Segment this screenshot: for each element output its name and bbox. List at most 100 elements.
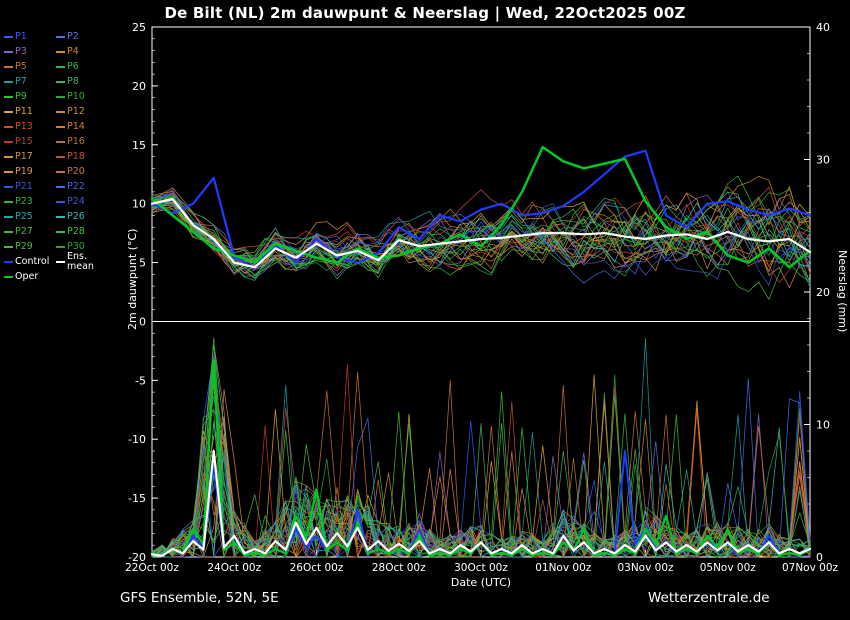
legend-line-swatch bbox=[4, 110, 13, 113]
legend-label: P8 bbox=[67, 75, 79, 87]
legend-entry-p26: P26 bbox=[56, 210, 108, 222]
legend-label: P24 bbox=[67, 195, 85, 207]
legend-line-swatch bbox=[4, 65, 13, 68]
legend-line-swatch bbox=[4, 155, 13, 158]
ensemble-legend: P1 P2 P3 P4 P5 P6 P7 P8 P9 P10 P11 P12 P13 P14 P15 P16 P… bbox=[4, 29, 122, 284]
legend-line-swatch bbox=[56, 260, 65, 263]
member-precip-line bbox=[151, 338, 811, 558]
member-dewpoint-line bbox=[151, 193, 811, 284]
legend-label: P11 bbox=[15, 105, 33, 117]
legend-row: P5 P6 bbox=[4, 59, 122, 74]
right-axis-tick-label: 10 bbox=[816, 419, 830, 432]
legend-label: P22 bbox=[67, 180, 85, 192]
legend-label: P20 bbox=[67, 165, 85, 177]
legend-row: P25 P26 bbox=[4, 209, 122, 224]
legend-line-swatch bbox=[56, 245, 65, 248]
legend-label: P13 bbox=[15, 120, 33, 132]
legend-entry-p14: P14 bbox=[56, 120, 108, 132]
legend-line-swatch bbox=[56, 155, 65, 158]
legend-line-swatch bbox=[4, 215, 13, 218]
legend-entry-p10: P10 bbox=[56, 90, 108, 102]
oper-dewpoint-line bbox=[150, 145, 812, 269]
legend-label: P26 bbox=[67, 210, 85, 222]
member-precip-line bbox=[151, 338, 811, 558]
legend-entry-p8: P8 bbox=[56, 75, 108, 87]
legend-entry-p3: P3 bbox=[4, 45, 56, 57]
legend-label: P3 bbox=[15, 45, 27, 57]
legend-line-swatch bbox=[4, 80, 13, 83]
x-axis-tick-label: 07Nov 00z bbox=[782, 562, 839, 574]
legend-entry-p19: P19 bbox=[4, 166, 56, 177]
right-axis-tick-label: 0 bbox=[816, 551, 823, 564]
legend-entry-oper: Oper bbox=[4, 270, 56, 282]
legend-entry-p1: P1 bbox=[4, 31, 56, 42]
legend-label: P23 bbox=[15, 195, 33, 207]
legend-line-swatch bbox=[4, 50, 13, 53]
legend-label: Control bbox=[15, 255, 50, 267]
legend-row: P23 P24 bbox=[4, 194, 122, 209]
left-axis-tick-label: 5 bbox=[139, 257, 146, 270]
member-precip-line bbox=[151, 342, 811, 558]
legend-line-swatch bbox=[56, 230, 65, 233]
legend-entry-control: Control bbox=[4, 255, 56, 267]
x-axis-title: Date (UTC) bbox=[450, 576, 512, 589]
member-dewpoint-line bbox=[151, 196, 811, 281]
x-axis-tick-label: 30Oct 00z bbox=[454, 562, 508, 574]
legend-label: P10 bbox=[67, 90, 85, 102]
legend-line-swatch bbox=[56, 50, 65, 53]
legend-line-swatch bbox=[56, 125, 65, 128]
right-axis-tick-label: 40 bbox=[816, 21, 830, 34]
legend-entry-p13: P13 bbox=[4, 120, 56, 132]
legend-label: P9 bbox=[15, 90, 27, 102]
legend-label: Ens. mean bbox=[67, 250, 94, 272]
legend-entry-p11: P11 bbox=[4, 105, 56, 117]
legend-label: P6 bbox=[67, 60, 79, 72]
legend-label: P21 bbox=[15, 180, 33, 192]
x-axis-tick-label: 01Nov 00z bbox=[535, 562, 592, 574]
legend-line-swatch bbox=[56, 170, 65, 173]
legend-label: P14 bbox=[67, 120, 85, 132]
legend-row: P11 P12 bbox=[4, 104, 122, 119]
legend-label: Oper bbox=[15, 270, 39, 282]
legend-entry-ens-mean: Ens. mean bbox=[56, 250, 108, 272]
member-dewpoint-line bbox=[151, 200, 811, 267]
legend-label: P27 bbox=[15, 225, 33, 237]
member-precip-line bbox=[151, 394, 811, 558]
legend-label: P18 bbox=[67, 150, 85, 162]
legend-entry-p9: P9 bbox=[4, 90, 56, 102]
legend-row: P7 P8 bbox=[4, 74, 122, 89]
legend-entry-p28: P28 bbox=[56, 226, 108, 237]
ens-mean-dewpoint-line bbox=[150, 197, 812, 269]
legend-row: P1 P2 bbox=[4, 29, 122, 44]
legend-label: P30 bbox=[67, 240, 85, 252]
x-axis-tick-label: 24Oct 00z bbox=[207, 562, 261, 574]
legend-line-swatch bbox=[56, 140, 65, 143]
left-axis-tick-label: -10 bbox=[128, 433, 146, 446]
legend-entry-p2: P2 bbox=[56, 31, 108, 42]
member-dewpoint-line bbox=[151, 195, 811, 288]
legend-line-swatch bbox=[4, 185, 13, 188]
legend-row: P9 P10 bbox=[4, 89, 122, 104]
legend-entry-p20: P20 bbox=[56, 165, 108, 177]
legend-row: P29 P30 bbox=[4, 239, 122, 254]
legend-row: Control Ens. mean bbox=[4, 250, 122, 272]
x-axis-tick-label: 03Nov 00z bbox=[617, 562, 674, 574]
left-axis-tick-label: 10 bbox=[132, 198, 146, 211]
left-axis-tick-label: 15 bbox=[132, 139, 146, 152]
legend-label: P16 bbox=[67, 135, 85, 147]
chart-title: De Bilt (NL) 2m dauwpunt & Neerslag | We… bbox=[164, 4, 686, 22]
legend-entry-p6: P6 bbox=[56, 60, 108, 72]
legend-entry-p25: P25 bbox=[4, 210, 56, 222]
x-axis-tick-label: 22Oct 00z bbox=[125, 562, 179, 574]
left-axis-tick-label: -5 bbox=[135, 374, 146, 387]
legend-line-swatch bbox=[56, 35, 65, 38]
legend-label: P29 bbox=[15, 240, 33, 252]
legend-entry-p27: P27 bbox=[4, 225, 56, 237]
legend-line-swatch bbox=[4, 95, 13, 98]
x-axis-tick-label: 26Oct 00z bbox=[290, 562, 344, 574]
legend-row: P3 P4 bbox=[4, 44, 122, 59]
right-axis-tick-label: 30 bbox=[816, 154, 830, 167]
legend-label: P25 bbox=[15, 210, 33, 222]
legend-row: P19 P20 bbox=[4, 164, 122, 179]
